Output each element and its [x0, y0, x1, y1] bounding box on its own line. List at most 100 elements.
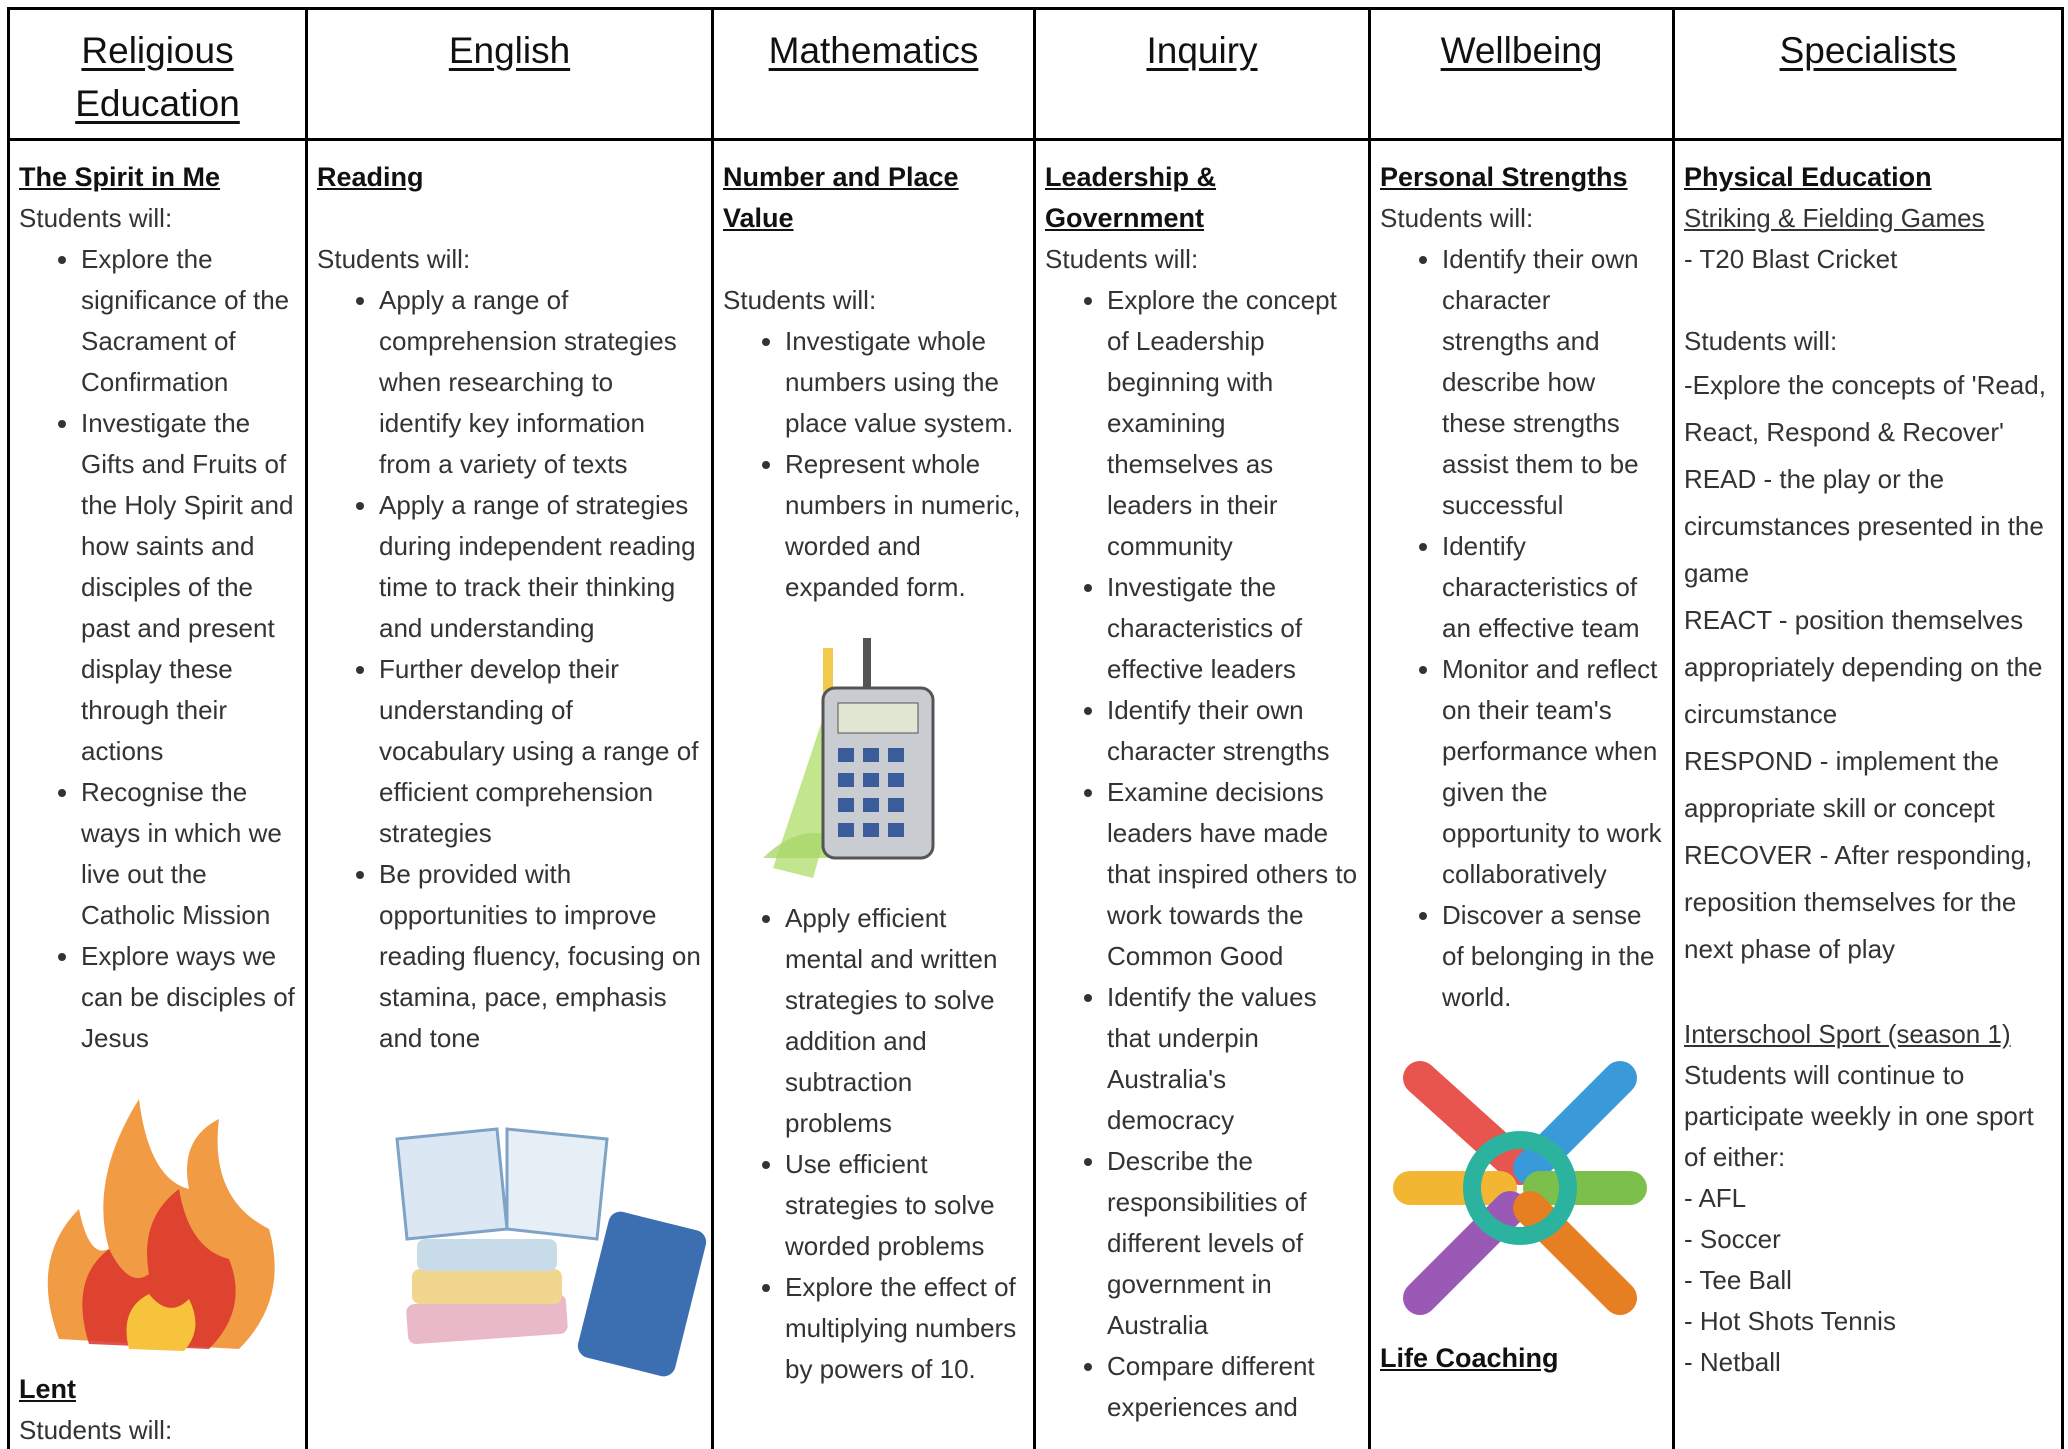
- unit-title: Leadership & Government: [1045, 162, 1217, 233]
- layout: [412, 1269, 562, 1304]
- bullet-point: Investigate the Gifts and Fruits of the …: [81, 403, 296, 772]
- column-header: Specialists: [1779, 30, 1957, 71]
- bullet-point: Explore the significance of the Sacramen…: [81, 239, 296, 403]
- layout: [837, 702, 919, 734]
- bullet-point: Investigate the characteristics of effec…: [1107, 567, 1359, 690]
- unit-title: Reading: [317, 162, 424, 192]
- column: Wellbeing Personal Strengths Students wi…: [1368, 7, 1672, 1449]
- column: Religious Education The Spirit in Me Stu…: [7, 7, 305, 1449]
- bullet-point: Discover a sense of belonging in the wor…: [1442, 895, 1663, 1018]
- layout: [838, 773, 854, 787]
- layout: [863, 638, 871, 718]
- bullet-point: Represent whole numbers in numeric, word…: [785, 444, 1024, 608]
- text-line: -Explore the concepts of 'Read, React, R…: [1684, 370, 2046, 447]
- layout: Leadership & Government Students will: E…: [1036, 141, 1368, 1428]
- bullet-list: Apply a range of comprehension strategie…: [317, 280, 702, 1059]
- bullet-point: Examine decisions leaders have made that…: [1107, 772, 1359, 977]
- layout: [317, 198, 702, 239]
- books-illustration: [395, 1127, 707, 1377]
- intro: Students will:: [1045, 244, 1199, 274]
- column-header: English: [448, 30, 571, 71]
- column-header: Inquiry: [1146, 30, 1258, 71]
- bullet-point: Identify their own character strengths: [1107, 690, 1359, 772]
- bullet-point: Monitor and reflect on their team's perf…: [1442, 649, 1663, 895]
- layout: [1463, 1131, 1577, 1245]
- layout: [838, 798, 854, 812]
- unit-title: Life Coaching: [1380, 1343, 1559, 1373]
- layout: [863, 798, 879, 812]
- intro: Students will:: [1380, 203, 1534, 233]
- bullet-point: Investigate whole numbers using the plac…: [785, 321, 1024, 444]
- fire-illustration: [47, 1099, 275, 1351]
- unit-title: Interschool Sport (season 1): [1684, 1019, 2011, 1049]
- bullet-list: Apply efficient mental and written strat…: [723, 898, 1024, 1390]
- bullet-point: Compare different experiences and: [1107, 1346, 1359, 1428]
- bullet-point: Identify the values that underpin Austra…: [1107, 977, 1359, 1141]
- unit-title: Physical Education: [1684, 162, 1932, 192]
- layout: [863, 773, 879, 787]
- unit-subtitle: Striking & Fielding Games: [1684, 203, 1985, 233]
- column: Mathematics Number and Place Value Stude…: [711, 7, 1033, 1449]
- layout: English: [308, 7, 711, 141]
- layout: Mathematics: [714, 7, 1033, 141]
- bullet-point: Use efficient strategies to solve worded…: [785, 1144, 1024, 1267]
- bullet-point: Apply a range of comprehension strategie…: [379, 280, 702, 485]
- bullet-list: Identify their own character strengths a…: [1380, 239, 1663, 1018]
- column-header: Wellbeing: [1440, 30, 1603, 71]
- calculator-illustration: [763, 638, 935, 878]
- layout: [395, 1127, 509, 1241]
- layout: [82, 1189, 236, 1349]
- intro: Students will:: [1684, 326, 1838, 356]
- layout: Physical Education Striking & Fielding G…: [1675, 141, 2061, 1383]
- unit-title: Lent: [19, 1374, 76, 1404]
- text-line: - Tee Ball: [1684, 1265, 1792, 1295]
- layout: The Spirit in Me Students will: Explore …: [10, 141, 305, 1449]
- line-list: -Explore the concepts of 'Read, React, R…: [1684, 362, 2052, 973]
- intro: Students will:: [723, 285, 877, 315]
- bullet-point: Identify their own character strengths a…: [1442, 239, 1663, 526]
- layout: [1393, 1061, 1647, 1315]
- layout: Reading Students will: Apply a range of …: [308, 141, 711, 1419]
- layout: [838, 748, 854, 762]
- layout: [1403, 1061, 1537, 1185]
- layout: [888, 798, 904, 812]
- bullet-point: Explore ways we can be disciples of Jesu…: [81, 936, 296, 1059]
- text-line: - Hot Shots Tennis: [1684, 1306, 1896, 1336]
- layout: [888, 823, 904, 837]
- bullet-point: Identify characteristics of an effective…: [1442, 526, 1663, 649]
- intro: Students will:: [19, 203, 173, 233]
- text-line: READ - the play or the circumstances pre…: [1684, 464, 2044, 588]
- text-line: RESPOND - implement the appropriate skil…: [1684, 746, 1999, 823]
- text-line: Students will continue to participate we…: [1684, 1060, 2034, 1172]
- layout: [838, 823, 854, 837]
- text-line: REACT - position themselves appropriatel…: [1684, 605, 2043, 729]
- layout: [1684, 280, 2052, 321]
- column: Inquiry Leadership & Government Students…: [1033, 7, 1368, 1449]
- bullet-point: Describe the responsibilities of differe…: [1107, 1141, 1359, 1346]
- text-line: RECOVER - After responding, reposition t…: [1684, 840, 2033, 964]
- bullet-list: Explore the significance of the Sacramen…: [19, 239, 296, 1059]
- bullet-list: Investigate whole numbers using the plac…: [723, 321, 1024, 608]
- layout: [505, 1127, 609, 1241]
- layout: Specialists: [1675, 7, 2061, 141]
- text-line: - Netball: [1684, 1347, 1781, 1377]
- bullet-point: Explore the effect of multiplying number…: [785, 1267, 1024, 1390]
- unit-title: Personal Strengths: [1380, 162, 1628, 192]
- layout: [126, 1294, 196, 1351]
- text-line: - AFL: [1684, 1183, 1747, 1213]
- bullet-point: Recognise the ways in which we live out …: [81, 772, 296, 936]
- layout: Wellbeing: [1371, 7, 1672, 141]
- layout: [863, 748, 879, 762]
- unit-title: Number and Place Value: [723, 162, 959, 233]
- activity: - T20 Blast Cricket: [1684, 244, 1898, 274]
- bullet-point: Apply efficient mental and written strat…: [785, 898, 1024, 1144]
- column: Specialists Physical Education Striking …: [1672, 7, 2064, 1449]
- line-list: Students will continue to participate we…: [1684, 1055, 2052, 1383]
- bullet-point: Further develop their understanding of v…: [379, 649, 702, 854]
- layout: [838, 748, 904, 837]
- layout: [723, 239, 1024, 280]
- column: English Reading Students will: Apply a r…: [305, 7, 711, 1449]
- column-header: Mathematics: [768, 30, 979, 71]
- header-cell: Religious Education: [10, 7, 305, 141]
